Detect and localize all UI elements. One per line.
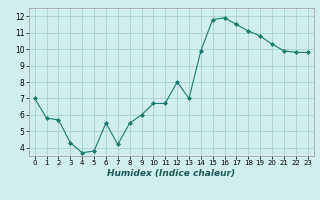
X-axis label: Humidex (Indice chaleur): Humidex (Indice chaleur) — [107, 169, 235, 178]
